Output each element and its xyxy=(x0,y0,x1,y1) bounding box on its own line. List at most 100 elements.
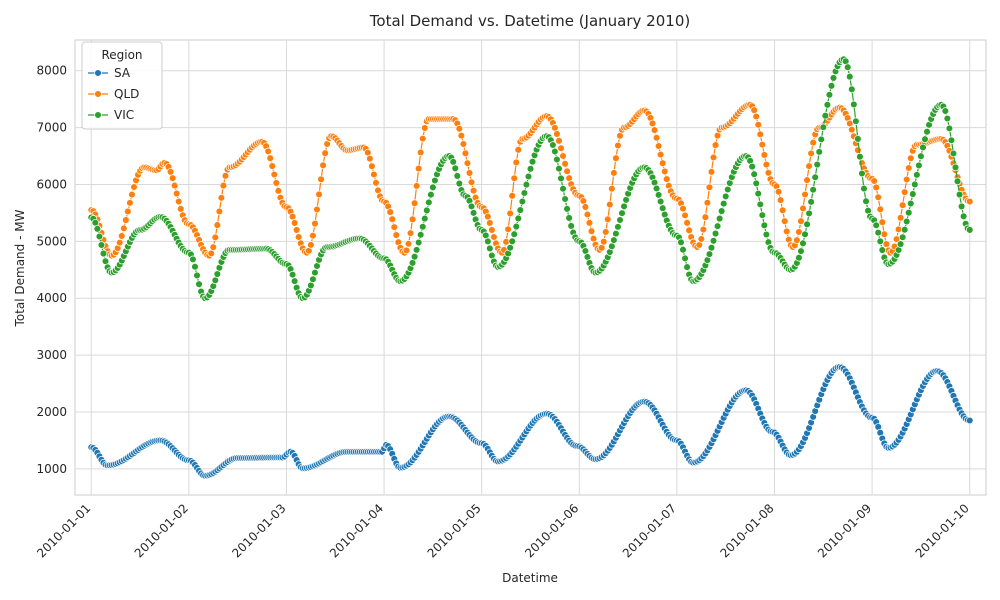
data-point xyxy=(195,280,203,288)
data-point xyxy=(923,127,931,136)
data-point xyxy=(811,173,819,181)
data-point xyxy=(715,214,724,223)
data-point xyxy=(272,179,281,187)
data-point xyxy=(874,193,882,202)
x-tick-label: 2010-01-03 xyxy=(229,501,288,560)
data-point xyxy=(307,241,315,249)
data-point xyxy=(510,174,518,183)
data-point xyxy=(524,172,533,181)
series-vic xyxy=(87,55,974,302)
data-point xyxy=(752,179,760,188)
data-point xyxy=(699,225,708,234)
x-tick-label: 2010-01-10 xyxy=(913,501,972,560)
data-point xyxy=(520,189,529,197)
data-point xyxy=(965,416,974,425)
data-point xyxy=(390,223,399,231)
x-tick-label: 2010-01-05 xyxy=(425,501,484,560)
data-point xyxy=(115,238,124,247)
x-tick-label: 2010-01-04 xyxy=(327,501,386,560)
data-point xyxy=(762,160,771,169)
data-point xyxy=(315,190,323,199)
y-axis-ticks: 1000 2000 3000 4000 5000 6000 7000 8000 xyxy=(36,64,67,476)
series-qld xyxy=(87,101,974,260)
data-point xyxy=(95,232,104,241)
data-point xyxy=(506,244,514,252)
data-point xyxy=(461,149,470,158)
chart-title: Total Demand vs. Datetime (January 2010) xyxy=(369,12,690,30)
data-point xyxy=(392,231,401,239)
data-point xyxy=(455,179,464,188)
data-point xyxy=(904,208,913,217)
data-point xyxy=(270,170,279,179)
data-point xyxy=(599,237,608,246)
data-point xyxy=(502,238,510,246)
data-point xyxy=(813,160,821,169)
data-point xyxy=(701,213,710,221)
data-point xyxy=(902,217,911,226)
data-point xyxy=(965,197,974,206)
data-point xyxy=(604,215,612,224)
data-point xyxy=(921,135,929,143)
data-point xyxy=(217,194,226,202)
data-point xyxy=(410,252,419,261)
data-point xyxy=(707,168,716,176)
data-point xyxy=(941,107,950,115)
data-point xyxy=(801,230,809,239)
data-point xyxy=(488,226,496,234)
data-point xyxy=(587,227,596,235)
x-tick-label: 2010-01-01 xyxy=(34,501,93,560)
data-point xyxy=(945,124,954,133)
data-point xyxy=(290,219,299,227)
data-point xyxy=(793,236,801,244)
data-point xyxy=(807,198,815,206)
data-point xyxy=(821,111,830,120)
data-point xyxy=(876,205,885,214)
data-point xyxy=(797,247,805,255)
data-point xyxy=(366,154,374,163)
data-point xyxy=(896,214,905,222)
legend-item-vic: VIC xyxy=(88,108,134,122)
data-point xyxy=(620,202,628,211)
data-point xyxy=(551,147,559,156)
legend-title: Region xyxy=(101,48,142,62)
data-point xyxy=(128,190,136,199)
data-point xyxy=(748,162,756,171)
data-point xyxy=(876,237,885,246)
data-point xyxy=(878,218,887,226)
data-point xyxy=(174,197,183,206)
data-point xyxy=(423,206,431,215)
data-point xyxy=(467,178,476,187)
data-point xyxy=(683,263,691,271)
data-point xyxy=(555,137,563,145)
legend-swatch-marker xyxy=(94,111,102,119)
data-point xyxy=(402,246,411,255)
data-point xyxy=(801,190,809,199)
data-point xyxy=(797,217,805,225)
data-point xyxy=(414,164,423,173)
data-point xyxy=(311,219,319,228)
data-point xyxy=(957,202,966,211)
data-point xyxy=(754,189,762,198)
data-point xyxy=(219,181,228,190)
data-point xyxy=(370,170,378,179)
data-point xyxy=(913,171,921,179)
data-point xyxy=(843,63,852,71)
data-point xyxy=(760,221,769,230)
data-point xyxy=(168,174,177,182)
data-point xyxy=(412,182,421,190)
data-point xyxy=(955,190,964,199)
data-point xyxy=(915,161,923,170)
data-point xyxy=(898,201,907,209)
legend-item-sa: SA xyxy=(88,66,131,80)
data-point xyxy=(486,219,494,227)
data-point xyxy=(549,141,557,149)
data-point xyxy=(274,187,283,195)
data-point xyxy=(97,241,106,249)
data-point xyxy=(697,235,706,243)
data-point xyxy=(288,270,297,279)
data-point xyxy=(463,159,472,167)
data-point xyxy=(754,120,762,129)
data-point xyxy=(764,169,773,177)
data-point xyxy=(705,183,714,192)
data-point xyxy=(679,204,687,213)
